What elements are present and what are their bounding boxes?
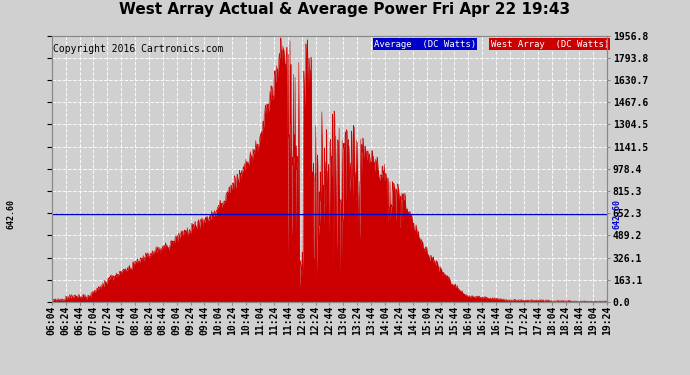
- Text: West Array Actual & Average Power Fri Apr 22 19:43: West Array Actual & Average Power Fri Ap…: [119, 2, 571, 17]
- Text: 642.60: 642.60: [7, 200, 16, 230]
- Text: Copyright 2016 Cartronics.com: Copyright 2016 Cartronics.com: [53, 44, 224, 54]
- Text: 642.60: 642.60: [613, 200, 622, 230]
- Text: Average  (DC Watts): Average (DC Watts): [374, 40, 476, 49]
- Text: West Array  (DC Watts): West Array (DC Watts): [491, 40, 609, 49]
